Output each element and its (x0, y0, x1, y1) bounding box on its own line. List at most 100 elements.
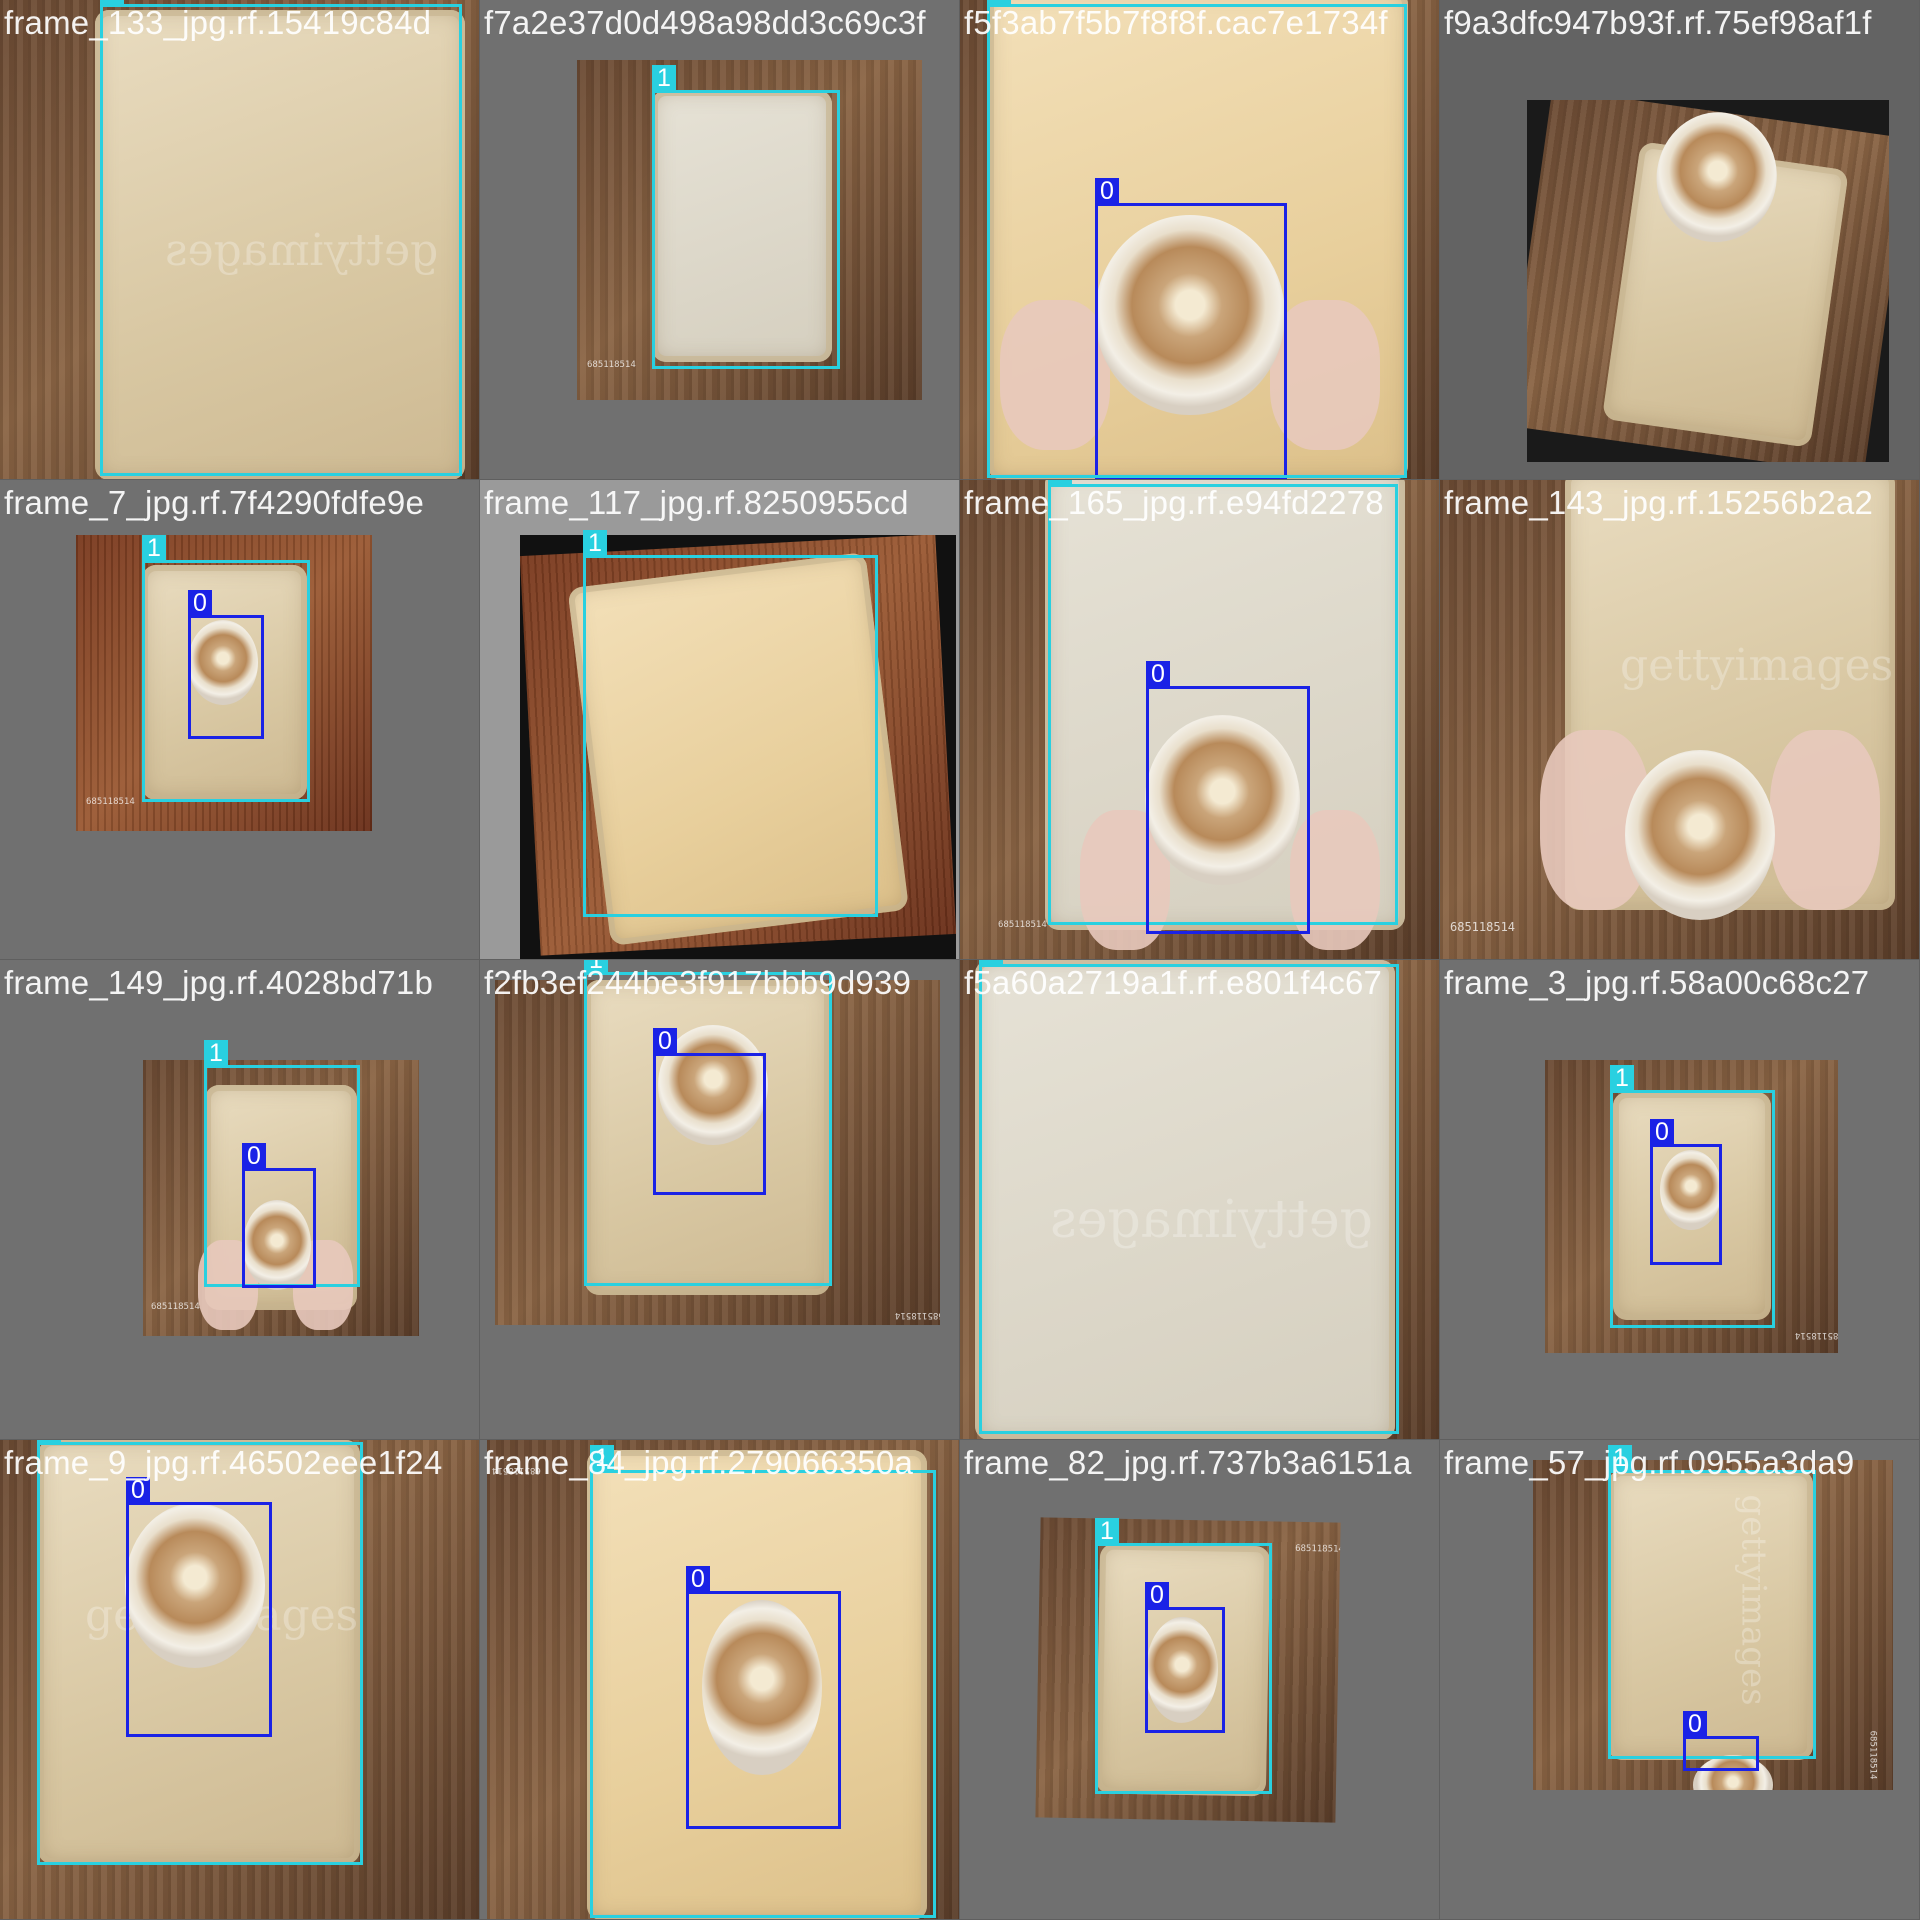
bbox-label: 1 (1095, 1518, 1119, 1544)
bbox-label: 0 (126, 1477, 150, 1503)
photo: gettyimages (0, 1440, 479, 1919)
bbox-class-1: 1 (100, 0, 462, 476)
stock-id: 685118514 (1795, 1330, 1838, 1340)
stock-id: 685118514 (1295, 1543, 1341, 1555)
photo: 685118514 (577, 60, 922, 400)
bbox-label: 0 (686, 1566, 710, 1592)
tile-filename: frame_82_jpg.rf.737b3a6151a (964, 1444, 1412, 1481)
bbox-class-0: 0 (1650, 1119, 1722, 1265)
bbox-label: 1 (37, 1440, 61, 1443)
bbox-class-1: 1 (583, 530, 878, 917)
tile: gettyimages frame_133_jpg.rf.15419c84d 1 (0, 0, 480, 480)
tile: f5f3ab7f5b7f8f8f.cac7e1734f 0 1 (960, 0, 1440, 480)
tile: 685118514 frame_3_jpg.rf.58a00c68c27 1 0 (1440, 960, 1920, 1440)
bbox-class-1: 1 (37, 1440, 363, 1865)
bbox-label: 1 (979, 960, 1003, 965)
bbox-class-1: 1 (142, 535, 310, 802)
stock-id: 685118514 (998, 920, 1047, 930)
bbox-label: 1 (100, 0, 124, 5)
bbox-class-0: 0 (1095, 178, 1287, 479)
stock-id: 685118514 (1867, 1730, 1878, 1780)
tile-filename: f5a60a2719a1f.rf.e801f4c67 (964, 964, 1383, 1001)
tile: 685118514 f2fb3ef244be3f917bbb9d939 1 0 (480, 960, 960, 1440)
photo (520, 535, 956, 959)
bbox-class-1: 1 (1608, 1445, 1816, 1759)
tile-filename: frame_3_jpg.rf.58a00c68c27 (1444, 964, 1870, 1001)
photo: 685118514 (76, 535, 372, 831)
bbox-label: 0 (1683, 1711, 1707, 1737)
bbox-label: 0 (242, 1143, 266, 1169)
bbox-class-1: 1 (1048, 480, 1398, 925)
bbox-label: 0 (188, 590, 212, 616)
tile: 685118514 frame_82_jpg.rf.737b3a6151a 1 … (960, 1440, 1440, 1920)
tile-filename: frame_117_jpg.rf.8250955cd (484, 484, 909, 521)
bbox-class-1: 1 (1095, 1518, 1272, 1794)
photo: gettyimages (960, 960, 1439, 1439)
tile-filename: frame_57_jpg.rf.0955a3da9 (1444, 1444, 1855, 1481)
tile-filename: f2fb3ef244be3f917bbb9d939 (484, 964, 912, 1001)
bbox-label: 1 (584, 960, 608, 973)
photo: 685118514 (487, 1440, 959, 1919)
bbox-label: 1 (1048, 480, 1072, 485)
stock-id: 685118514 (1450, 920, 1516, 934)
photo: 685118514 (1545, 1060, 1838, 1353)
tile-filename: frame_7_jpg.rf.7f4290fdfe9e (4, 484, 425, 521)
tile-filename: frame_149_jpg.rf.4028bd71b (4, 964, 434, 1001)
bbox-label: 1 (1608, 1445, 1632, 1471)
stock-id: 685118514 (86, 797, 135, 807)
photo: 685118514 (960, 480, 1439, 959)
bbox-class-0: 0 (188, 590, 264, 739)
bbox-label: 1 (987, 0, 1011, 5)
tile-filename: frame_84_jpg.rf.279066350a (484, 1444, 914, 1481)
tile: 685118514 frame_84_jpg.rf.279066350a 1 0 (480, 1440, 960, 1920)
stock-id: 685118514 (151, 1302, 200, 1312)
tile-filename: f7a2e37d0d498a98dd3c69c3f (484, 4, 926, 41)
tile: 685118514 frame_165_jpg.rf.e94fd2278 1 0 (960, 480, 1440, 960)
bbox-class-0: 0 (1145, 1582, 1225, 1733)
bbox-label: 1 (1610, 1065, 1634, 1091)
bbox-label: 0 (653, 1028, 677, 1054)
photo: gettyimages 685118514 (1440, 480, 1919, 959)
tile: f9a3dfc947b93f.rf.75ef98af1f (1440, 0, 1920, 480)
bbox-class-1: 1 (1610, 1065, 1775, 1328)
tile-filename: f5f3ab7f5b7f8f8f.cac7e1734f (964, 4, 1388, 41)
watermark: gettyimages (1620, 640, 1894, 691)
bbox-class-0: 0 (686, 1566, 841, 1829)
tile: 685118514 frame_7_jpg.rf.7f4290fdfe9e 1 … (0, 480, 480, 960)
bbox-label: 0 (1146, 661, 1170, 687)
tile: frame_117_jpg.rf.8250955cd 1 (480, 480, 960, 960)
bbox-class-1: 1 (590, 1445, 936, 1918)
stock-id: 685118514 (587, 360, 636, 370)
tile: gettyimages 685118514 frame_143_jpg.rf.1… (1440, 480, 1920, 960)
tile-filename: f9a3dfc947b93f.rf.75ef98af1f (1444, 4, 1872, 41)
bbox-label: 1 (142, 535, 166, 561)
photo: gettyimages (0, 0, 479, 479)
photo (960, 0, 1439, 479)
bbox-label: 1 (652, 65, 676, 91)
bbox-class-1: 1 (584, 960, 832, 1286)
bbox-label: 1 (590, 1445, 614, 1471)
tile: gettyimages f5a60a2719a1f.rf.e801f4c67 1 (960, 960, 1440, 1440)
bbox-class-0: 0 (653, 1028, 766, 1195)
bbox-class-0: 0 (1683, 1711, 1759, 1771)
tile: 685118514 f7a2e37d0d498a98dd3c69c3f 1 (480, 0, 960, 480)
tile: gettyimages 685118514 frame_57_jpg.rf.09… (1440, 1440, 1920, 1920)
bbox-label: 1 (204, 1040, 228, 1066)
bbox-label: 0 (1095, 178, 1119, 204)
tile-filename: frame_143_jpg.rf.15256b2a2 (1444, 484, 1874, 521)
bbox-label: 0 (1650, 1119, 1674, 1145)
bbox-label: 0 (1145, 1582, 1169, 1608)
tile: 685118514 frame_149_jpg.rf.4028bd71b 1 0 (0, 960, 480, 1440)
tile-filename: frame_133_jpg.rf.15419c84d (4, 4, 432, 41)
bbox-class-1: 1 (979, 960, 1399, 1434)
tile-filename: frame_165_jpg.rf.e94fd2278 (964, 484, 1384, 521)
bbox-class-0: 0 (126, 1477, 272, 1737)
bbox-class-0: 0 (242, 1143, 316, 1288)
bbox-class-1: 1 (987, 0, 1407, 478)
tile-filename: frame_9_jpg.rf.46502eee1f24 (4, 1444, 443, 1481)
stock-id: 685118514 (895, 1310, 940, 1320)
bbox-class-0: 0 (1146, 661, 1310, 934)
photo: gettyimages 685118514 (1533, 1460, 1893, 1790)
tile: gettyimages frame_9_jpg.rf.46502eee1f24 … (0, 1440, 480, 1920)
